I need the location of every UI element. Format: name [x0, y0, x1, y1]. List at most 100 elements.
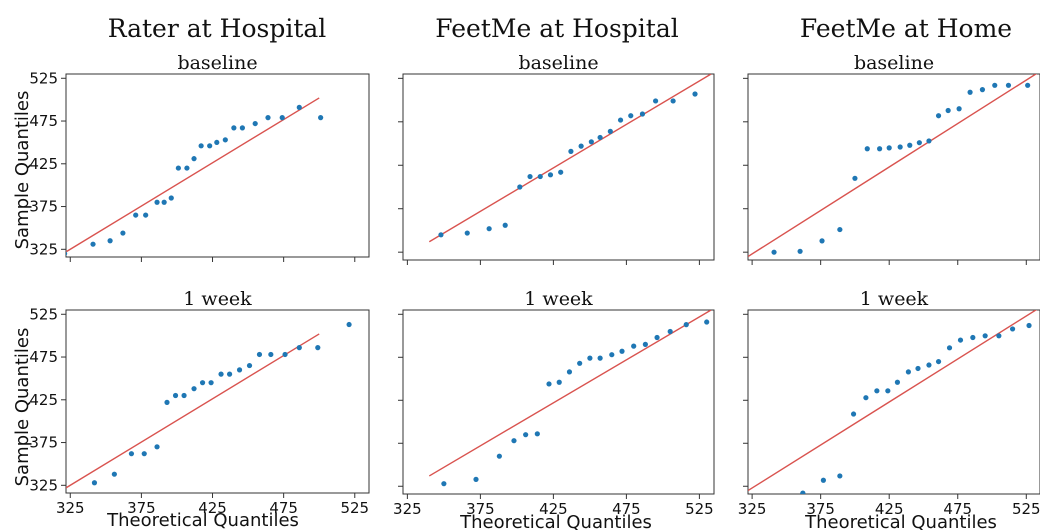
x-axis-label-col2: Theoretical Quantiles: [459, 512, 652, 530]
data-point: [1005, 82, 1012, 88]
y-tick-label: 375: [29, 434, 58, 452]
data-point: [161, 199, 167, 205]
x-tick-label: 475: [943, 500, 972, 518]
data-point: [441, 481, 447, 487]
data-point: [128, 451, 135, 457]
x-axis-label-col3: Theoretical Quantiles: [804, 512, 997, 530]
data-point: [607, 128, 613, 134]
data-point: [935, 358, 942, 365]
x-tick-label: 475: [269, 499, 298, 517]
y-tick-label: 325: [29, 240, 58, 258]
data-point: [143, 212, 149, 218]
panel-subtitle: 1 week: [183, 288, 252, 310]
data-point: [222, 137, 228, 143]
data-point: [597, 355, 603, 361]
data-point: [66, 251, 68, 256]
data-point: [617, 117, 624, 123]
x-tick-label: 525: [1012, 500, 1040, 518]
data-point: [265, 115, 271, 121]
y-tick-label: 475: [29, 348, 58, 366]
data-point: [886, 145, 892, 151]
data-point: [979, 87, 986, 93]
data-point: [172, 392, 179, 399]
data-point: [996, 333, 1002, 339]
data-point: [800, 490, 806, 494]
panel-rater-at-hospital-baseline: baseline 325 375 425 475 525: [29, 52, 370, 262]
data-point: [346, 321, 352, 328]
data-point: [864, 146, 870, 152]
x-tick-label: 425: [539, 500, 568, 518]
plot-area: [428, 74, 712, 243]
y-axis-label-bottom: Sample Quantiles: [12, 328, 33, 487]
data-point: [1025, 82, 1031, 88]
panel-frame: [747, 73, 1040, 261]
data-point: [246, 362, 253, 369]
data-point: [1009, 326, 1016, 332]
data-point: [208, 380, 214, 386]
data-point: [837, 473, 843, 479]
data-point: [198, 143, 204, 149]
data-point: [256, 351, 263, 358]
data-point: [141, 451, 147, 457]
data-point: [897, 144, 903, 150]
data-point: [820, 477, 826, 483]
data-point: [120, 230, 126, 236]
data-point: [692, 91, 698, 97]
data-point: [907, 142, 913, 148]
data-point: [631, 343, 637, 349]
data-point: [282, 351, 288, 358]
data-point: [639, 111, 646, 117]
y-tick-label: 425: [29, 391, 58, 409]
data-point: [926, 362, 932, 368]
data-point: [90, 241, 96, 247]
data-point: [670, 98, 676, 104]
column-title-rater-hospital: Rater at Hospital: [108, 14, 327, 43]
data-point: [154, 444, 160, 450]
reference-line: [748, 310, 1038, 492]
data-point: [588, 139, 594, 145]
data-point: [226, 371, 233, 377]
reference-line: [66, 333, 320, 489]
data-point: [527, 173, 533, 180]
data-point: [218, 371, 224, 377]
data-point: [473, 476, 479, 482]
panel-subtitle: 1 week: [524, 288, 593, 310]
data-point: [133, 212, 139, 218]
x-tick-label: 325: [393, 500, 422, 518]
data-point: [517, 184, 523, 190]
data-point: [577, 360, 583, 366]
data-point: [863, 395, 869, 401]
data-point: [797, 248, 803, 254]
reference-line: [66, 97, 320, 253]
data-point: [956, 106, 962, 112]
data-point: [191, 386, 197, 392]
data-point: [164, 399, 170, 405]
data-point: [915, 365, 921, 372]
panel-subtitle: baseline: [177, 52, 257, 74]
x-tick-label: 475: [612, 500, 641, 518]
x-tick-label: 525: [685, 500, 714, 518]
data-point: [819, 238, 825, 244]
data-point: [916, 140, 922, 146]
data-point: [654, 334, 660, 341]
data-point: [935, 113, 942, 119]
panel-rater-at-hospital-1-week: 1 week 325 375 425 475 525 325 375 425 475 525: [29, 288, 370, 517]
data-point: [619, 348, 625, 354]
x-tick-label: 375: [127, 499, 156, 517]
data-point: [628, 113, 634, 119]
data-point: [566, 369, 573, 375]
data-point: [775, 493, 776, 494]
data-point: [970, 334, 976, 341]
panel-frame: [402, 309, 715, 495]
x-tick-label: 425: [875, 500, 904, 518]
data-point: [511, 438, 517, 444]
data-point: [946, 345, 953, 351]
plot-area: [66, 97, 324, 256]
data-point: [652, 98, 659, 104]
data-point: [464, 230, 470, 236]
reference-line: [428, 310, 712, 477]
data-point: [236, 367, 243, 373]
data-point: [175, 165, 181, 171]
data-point: [502, 222, 508, 228]
